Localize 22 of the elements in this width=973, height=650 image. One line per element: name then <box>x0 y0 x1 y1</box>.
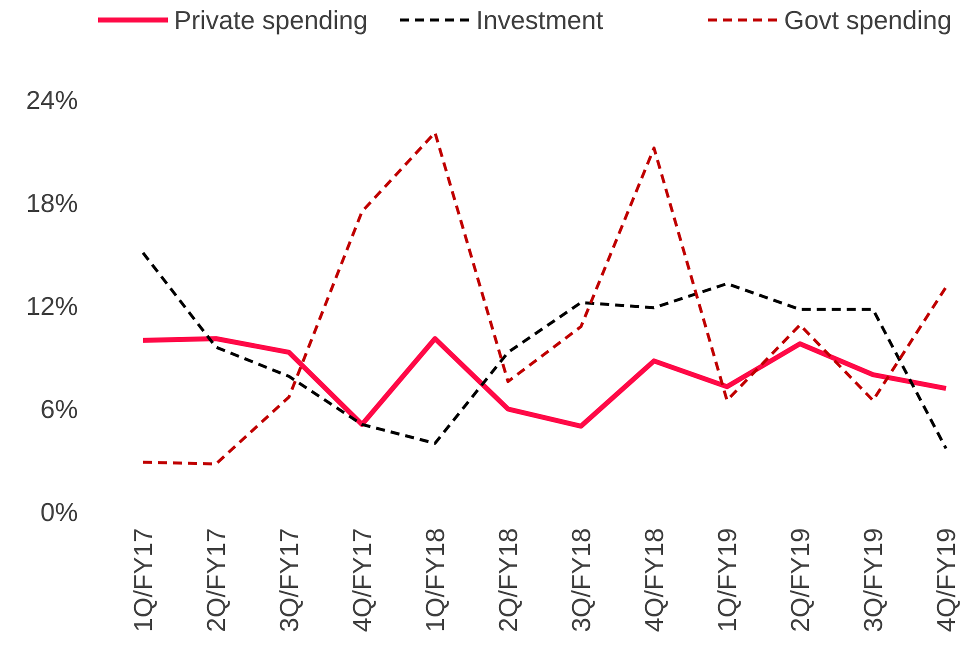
legend-label: Investment <box>476 5 604 36</box>
x-tick-label: 4Q/FY19 <box>931 528 961 632</box>
x-tick-label: 1Q/FY19 <box>712 528 742 632</box>
legend-label: Private spending <box>174 5 368 36</box>
x-tick-label: 1Q/FY18 <box>420 528 450 632</box>
x-tick-label: 2Q/FY19 <box>785 528 815 632</box>
y-tick-label: 0% <box>40 497 78 528</box>
x-tick-label: 4Q/FY18 <box>639 528 669 632</box>
line-series <box>142 251 948 450</box>
x-tick-label: 2Q/FY18 <box>493 528 523 632</box>
x-tick-label: 3Q/FY18 <box>566 528 596 632</box>
x-tick-label: 1Q/FY17 <box>128 528 158 632</box>
y-tick-label: 12% <box>26 291 78 322</box>
x-tick-label: 2Q/FY17 <box>201 528 231 632</box>
x-tick-label: 3Q/FY17 <box>274 528 304 632</box>
legend-label: Govt spending <box>784 5 952 36</box>
x-tick-label: 3Q/FY19 <box>858 528 888 632</box>
x-tick-label: 4Q/FY17 <box>347 528 377 632</box>
y-tick-label: 18% <box>26 188 78 218</box>
y-tick-label: 24% <box>26 85 78 116</box>
y-tick-label: 6% <box>40 394 78 424</box>
line-series <box>142 131 948 466</box>
